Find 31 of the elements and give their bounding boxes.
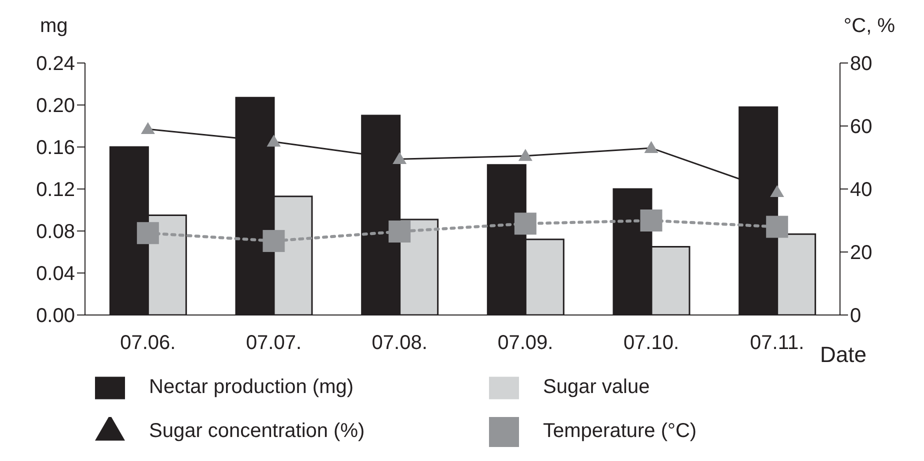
legend-label: Sugar concentration (%) bbox=[148, 419, 366, 444]
y2-tick-label: 0 bbox=[850, 305, 862, 328]
y-tick-label: 0.04 bbox=[36, 263, 75, 286]
x-tick-label: 07.07. bbox=[246, 332, 302, 354]
y-tick-label: 0.20 bbox=[36, 95, 75, 118]
y2-tick-label: 20 bbox=[850, 242, 872, 264]
y-tick-label: 0.08 bbox=[36, 221, 75, 244]
y-tick-label: 0.12 bbox=[36, 179, 75, 202]
y2-tick-label: 80 bbox=[850, 53, 872, 76]
x-tick-label: 07.11. bbox=[750, 332, 804, 354]
x-tick-label: 07.09. bbox=[498, 332, 554, 354]
y2-axis-title: °C, % bbox=[844, 15, 896, 38]
point bbox=[262, 230, 285, 252]
y2-tick-label: 60 bbox=[850, 116, 872, 138]
y-tick-label: 0.24 bbox=[36, 53, 75, 76]
x-tick-label: 07.10. bbox=[623, 332, 680, 354]
point bbox=[640, 210, 662, 232]
x-tick-label: 07.06. bbox=[120, 332, 176, 354]
legend-label: Nectar production (mg) bbox=[148, 375, 355, 400]
legend-label: Sugar value bbox=[542, 375, 651, 400]
x-axis-title: Date bbox=[820, 342, 866, 367]
point bbox=[136, 222, 159, 244]
point bbox=[388, 220, 411, 243]
legend-label: Temperature (°C) bbox=[542, 419, 698, 444]
y2-tick-label: 40 bbox=[850, 179, 872, 202]
point bbox=[514, 212, 536, 235]
y-tick-label: 0.00 bbox=[36, 305, 75, 328]
y-axis-title: mg bbox=[40, 15, 68, 38]
y-tick-label: 0.16 bbox=[36, 137, 75, 160]
point bbox=[766, 216, 788, 238]
x-tick-label: 07.08. bbox=[372, 332, 428, 354]
